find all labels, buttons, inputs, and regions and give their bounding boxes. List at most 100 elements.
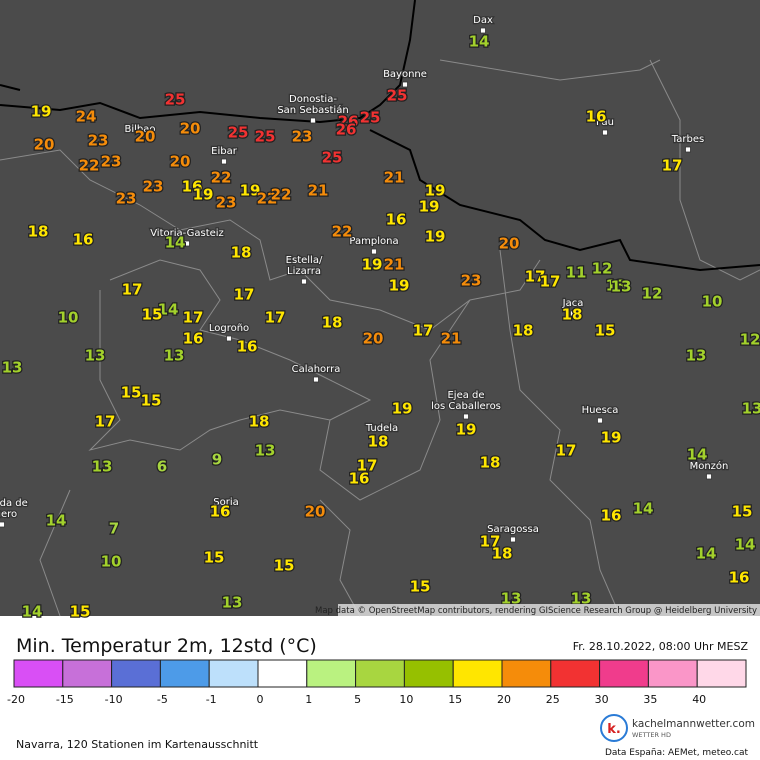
city-marker <box>480 27 486 34</box>
station-value: 19 <box>193 186 214 204</box>
station-value: 12 <box>642 285 663 303</box>
legend-tick-label: 20 <box>497 693 511 706</box>
station-value: 16 <box>349 470 370 488</box>
legend-swatch <box>452 659 503 688</box>
legend-swatch <box>550 659 601 688</box>
brand-sub: WETTER HD <box>632 731 671 739</box>
station-value: 17 <box>234 286 255 304</box>
legend-swatch <box>647 659 698 688</box>
station-value: 7 <box>109 520 119 538</box>
station-value: 21 <box>441 330 462 348</box>
city-marker <box>137 136 143 143</box>
logo-circle <box>600 714 628 742</box>
city-marker <box>0 521 5 528</box>
station-value: 13 <box>606 277 627 295</box>
station-value: 17 <box>662 157 683 175</box>
legend-tick-label: 35 <box>643 693 657 706</box>
station-value: 14 <box>165 234 186 252</box>
country-border <box>0 0 760 272</box>
station-value: 16 <box>586 108 607 126</box>
station-value: 18 <box>368 433 389 451</box>
legend-swatch <box>111 659 161 688</box>
station-value: 18 <box>322 314 343 332</box>
station-value: 16 <box>601 507 622 525</box>
station-value: 20 <box>170 153 191 171</box>
city-marker <box>463 413 469 420</box>
city-marker <box>313 376 319 383</box>
station-value: 21 <box>384 169 405 187</box>
station-value: 23 <box>88 132 109 150</box>
station-value: 14 <box>46 512 67 530</box>
station-value: 18 <box>492 545 513 563</box>
legend-tick-label: 1 <box>305 693 312 706</box>
station-value: 19 <box>240 182 261 200</box>
station-value: 20 <box>135 128 156 146</box>
station-value: 16 <box>729 569 750 587</box>
legend-swatch <box>62 659 113 688</box>
station-value: 13 <box>611 278 632 296</box>
logo: k. <box>607 722 621 737</box>
station-value: 9 <box>212 451 222 469</box>
legend-swatch <box>306 659 357 688</box>
station-value: 21 <box>308 182 329 200</box>
station-value: 18 <box>562 306 583 324</box>
legend-tick-label: 30 <box>595 693 609 706</box>
station-value: 25 <box>322 149 343 167</box>
station-value: 10 <box>101 553 122 571</box>
city-label: Tarbes <box>671 134 704 145</box>
station-value: 14 <box>735 536 756 554</box>
city-label: Vitoria-Gasteiz <box>150 228 224 239</box>
legend-tick-label: 40 <box>692 693 706 706</box>
city-label: Bilbao <box>124 124 155 135</box>
station-value: 26 <box>338 113 359 131</box>
station-value: 23 <box>116 190 137 208</box>
station-value: 15 <box>732 503 753 521</box>
map-background <box>0 0 760 616</box>
station-value: 15 <box>142 306 163 324</box>
station-value: 14 <box>633 500 654 518</box>
station-value: 15 <box>204 549 225 567</box>
cities: Dax Bayonne Donostia-San Sebastián Bilbao Ei… <box>0 14 730 543</box>
city-label: Monzón <box>690 460 729 472</box>
station-value: 12 <box>740 331 760 349</box>
station-value: 19 <box>456 421 477 439</box>
station-value: 20 <box>180 120 201 138</box>
station-value: 19 <box>601 429 622 447</box>
region-borders <box>0 59 760 617</box>
station-value: 25 <box>255 128 276 146</box>
legend-tick-label: 5 <box>354 693 361 706</box>
station-value: 23 <box>216 194 237 212</box>
legend-swatch <box>696 659 747 688</box>
legend-tick-label: -15 <box>56 693 74 706</box>
city-label: Soria <box>213 497 238 508</box>
legend-date: Fr. 28.10.2022, 08:00 Uhr MESZ <box>573 640 749 653</box>
station-value: 13 <box>571 590 592 608</box>
station-value: 16 <box>183 330 204 348</box>
station-value: 22 <box>79 157 100 175</box>
station-value: 17 <box>480 533 501 551</box>
station-value: 19 <box>425 182 446 200</box>
city-marker <box>402 81 408 88</box>
legend-swatch <box>208 659 259 688</box>
station-value: 14 <box>158 301 179 319</box>
city-marker <box>570 310 576 317</box>
city-marker <box>310 117 316 124</box>
station-value: 13 <box>686 347 707 365</box>
city-label: Jaca <box>562 298 584 309</box>
station-value: 15 <box>121 384 142 402</box>
city-marker <box>371 248 377 255</box>
station-value: 25 <box>165 91 186 109</box>
city-marker <box>221 158 227 165</box>
station-value: 16 <box>237 338 258 356</box>
station-value: 16 <box>386 211 407 229</box>
station-value: 10 <box>58 309 79 327</box>
legend-tick-label: -10 <box>105 693 123 706</box>
station-value: 25 <box>228 124 249 142</box>
legend-swatch <box>159 659 210 688</box>
legend-swatch <box>501 659 552 688</box>
station-value: 17 <box>183 309 204 327</box>
station-value: 20 <box>305 503 326 521</box>
city-marker <box>301 278 307 285</box>
